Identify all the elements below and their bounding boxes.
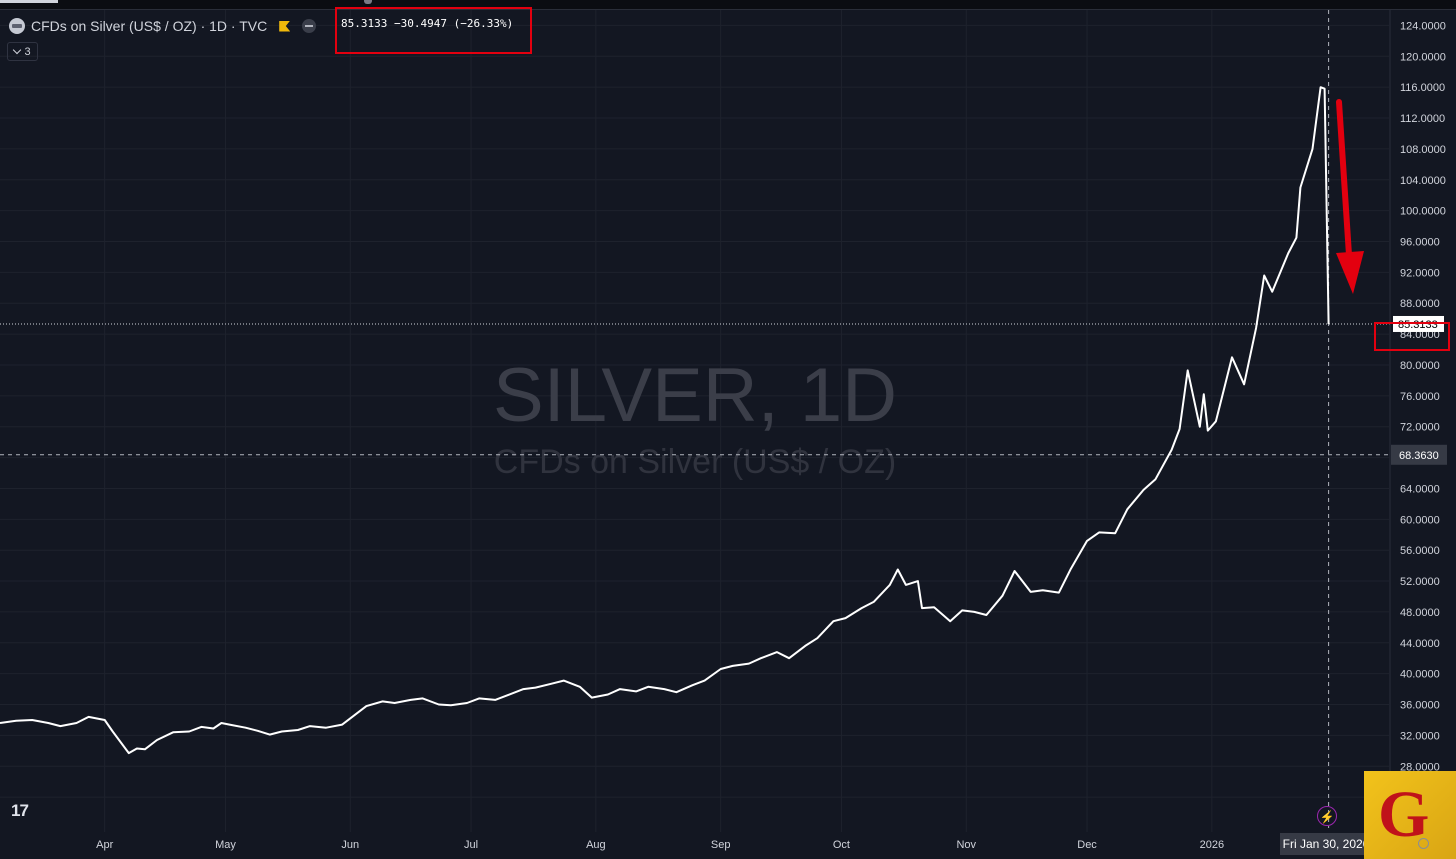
- y-tick-label: 120.0000: [1400, 51, 1446, 63]
- market-status-icon[interactable]: [302, 19, 317, 33]
- active-tab-indicator: [0, 0, 58, 3]
- layout-handle[interactable]: [364, 0, 372, 4]
- red-arrow-head: [1336, 251, 1364, 294]
- y-tick-label: 72.0000: [1400, 422, 1440, 434]
- x-tick-label: Aug: [586, 839, 606, 851]
- x-tick-label: Sep: [711, 839, 731, 851]
- x-tick-label: Dec: [1077, 839, 1097, 851]
- indicator-count: 3: [24, 45, 31, 58]
- collapse-indicators-button[interactable]: 3: [7, 42, 38, 61]
- y-tick-label: 100.0000: [1400, 206, 1446, 218]
- y-tick-label: 40.0000: [1400, 669, 1440, 681]
- y-tick-label: 52.0000: [1400, 576, 1440, 588]
- highlight-box-last-price: [1374, 322, 1450, 351]
- y-tick-label: 84.0000: [1400, 329, 1440, 341]
- y-tick-label: 76.0000: [1400, 391, 1440, 403]
- g-logo: G: [1364, 771, 1456, 859]
- y-tick-label: 44.0000: [1400, 638, 1440, 650]
- x-tick-label: 2026: [1200, 839, 1224, 851]
- y-tick-label: 32.0000: [1400, 730, 1440, 742]
- y-tick-label: 36.0000: [1400, 700, 1440, 712]
- reference-lines: [0, 10, 1390, 828]
- symbol-title[interactable]: CFDs on Silver (US$ / OZ) · 1D · TVC: [31, 18, 268, 34]
- y-tick-label: 108.0000: [1400, 144, 1446, 156]
- crosshair-date-label: Fri Jan 30, 2026: [1280, 833, 1372, 855]
- lightning-icon[interactable]: ⚡: [1317, 806, 1337, 826]
- y-tick-label: 104.0000: [1400, 175, 1446, 187]
- tradingview-logo[interactable]: 17: [11, 801, 29, 820]
- x-tick-label: Jun: [341, 839, 359, 851]
- y-tick-label: 88.0000: [1400, 298, 1440, 310]
- x-tick-label: Nov: [956, 839, 976, 851]
- y-tick-label: 48.0000: [1400, 607, 1440, 619]
- time-axis[interactable]: Apr May Jun Jul Aug Sep Oct Nov Dec 2026: [96, 839, 1224, 851]
- top-tab-strip: [0, 0, 1456, 10]
- red-arrow-shaft: [1336, 99, 1352, 258]
- y-tick-label: 124.0000: [1400, 20, 1446, 32]
- y-tick-label: 56.0000: [1400, 545, 1440, 557]
- price-line: [0, 86, 1330, 755]
- gear-icon[interactable]: [1418, 838, 1429, 849]
- chevron-down-icon: [13, 45, 22, 55]
- symbol-legend[interactable]: CFDs on Silver (US$ / OZ) · 1D · TVC: [9, 15, 317, 37]
- flag-icon[interactable]: [279, 20, 291, 32]
- series-layer: [0, 86, 1330, 755]
- y-tick-label: 64.0000: [1400, 483, 1440, 495]
- crosshair-price-badge: [1391, 444, 1447, 465]
- watermark-subtitle: CFDs on Silver (US$ / OZ): [494, 443, 896, 481]
- x-tick-label: Jul: [464, 839, 478, 851]
- x-tick-label: Apr: [96, 839, 113, 851]
- highlight-box-change: [335, 7, 532, 54]
- y-tick-label: 92.0000: [1400, 267, 1440, 279]
- y-tick-label: 112.0000: [1400, 113, 1445, 125]
- y-tick-label: 96.0000: [1400, 237, 1440, 249]
- grid: [0, 10, 1389, 832]
- silver-coin-icon: [9, 18, 25, 34]
- watermark: SILVER, 1D CFDs on Silver (US$ / OZ): [493, 353, 897, 481]
- price-change-readout: 85.3133 −30.4947 (−26.33%): [341, 17, 514, 30]
- annotations: [1336, 99, 1364, 294]
- crosshair-price-label: 68.3630: [1399, 450, 1439, 462]
- x-tick-label: Oct: [833, 839, 850, 851]
- last-price-label: 85.3133: [1398, 319, 1438, 331]
- price-axis[interactable]: 24.000028.000032.000036.000040.000044.00…: [1389, 10, 1456, 859]
- y-tick-label: 80.0000: [1400, 360, 1440, 372]
- y-tick-label: 28.0000: [1400, 761, 1440, 773]
- watermark-title: SILVER, 1D: [493, 353, 897, 438]
- price-axis-background: [1390, 10, 1456, 859]
- x-tick-label: May: [215, 839, 236, 851]
- y-tick-label: 60.0000: [1400, 514, 1440, 526]
- y-tick-label: 116.0000: [1400, 82, 1445, 94]
